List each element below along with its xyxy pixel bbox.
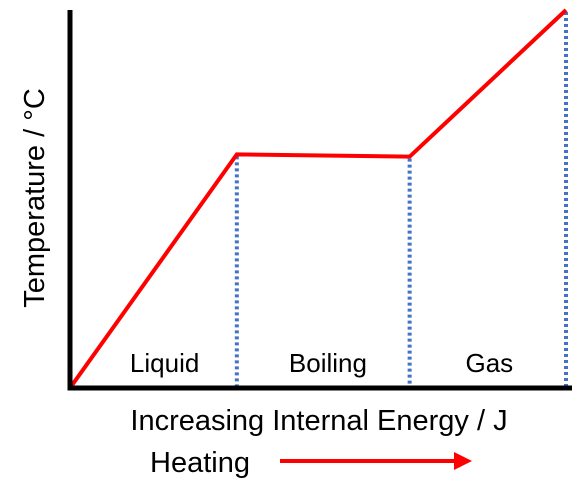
- y-axis-label: Temperature / °C: [19, 88, 51, 308]
- heating-arrow: [280, 452, 472, 470]
- region-label-liquid: Liquid: [130, 348, 199, 378]
- x-axis-label: Increasing Internal Energy / J: [130, 405, 507, 437]
- series-group: [68, 8, 568, 390]
- region-label-boiling: Boiling: [289, 348, 367, 378]
- phase-boundaries: [234, 12, 569, 386]
- series-line-0: [68, 8, 568, 390]
- region-label-gas: Gas: [465, 348, 513, 378]
- region-labels: Liquid Boiling Gas: [130, 348, 513, 378]
- heating-label: Heating: [150, 447, 250, 479]
- heating-arrow-head: [454, 452, 472, 470]
